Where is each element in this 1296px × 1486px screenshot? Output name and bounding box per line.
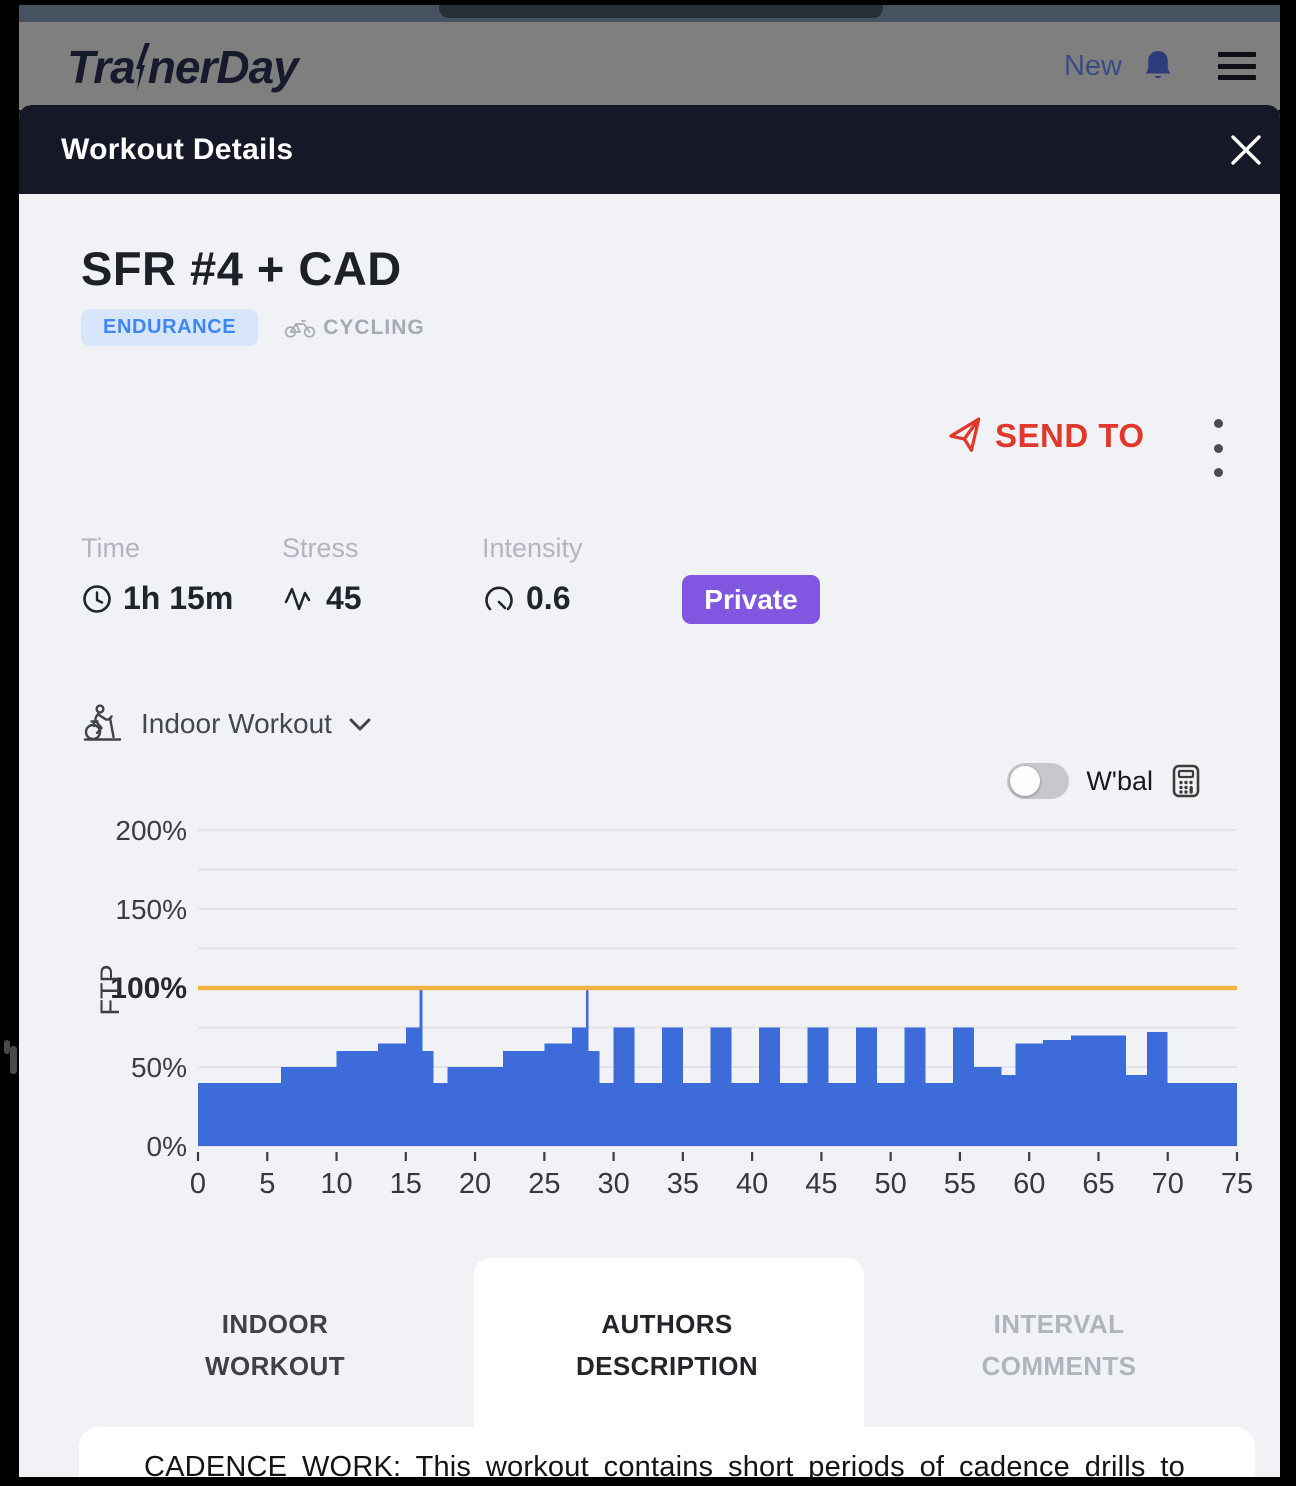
workout-title: SFR #4 + CAD — [81, 242, 402, 295]
stat-stress-label: Stress — [282, 533, 359, 563]
logo-text-suffix: nerDay — [147, 41, 299, 93]
svg-text:200%: 200% — [115, 815, 187, 846]
svg-text:55: 55 — [944, 1168, 976, 1200]
badge-row: ENDURANCE CYCLING — [81, 309, 425, 346]
stat-stress: Stress 45 — [282, 533, 362, 617]
logo-text-prefix: Tra — [67, 41, 136, 93]
svg-text:150%: 150% — [115, 894, 187, 925]
background-tab-shape — [439, 5, 883, 18]
tab-indoor-workout[interactable]: INDOOR WORKOUT — [205, 1309, 345, 1382]
modal-header: Workout Details — [19, 105, 1280, 194]
background-page-strip — [19, 5, 1280, 22]
bicycle-icon — [285, 319, 316, 338]
close-icon[interactable] — [1224, 129, 1268, 173]
send-icon — [949, 417, 981, 452]
calculator-icon[interactable] — [1170, 763, 1202, 799]
svg-text:5: 5 — [259, 1168, 275, 1200]
workout-profile-chart: 0 5 10 15 20 25 30 35 40 45 50 55 60 65 70 75 0% 50% 100% 1… — [95, 815, 1253, 1200]
workout-details-modal: Workout Details SFR #4 + CAD ENDURANCE C… — [19, 105, 1280, 1486]
svg-text:40: 40 — [736, 1168, 768, 1200]
svg-text:70: 70 — [1152, 1168, 1184, 1200]
header-nav-right: New — [1064, 22, 1256, 110]
stat-time-label: Time — [81, 533, 140, 563]
send-to-label: SEND TO — [995, 417, 1145, 454]
lightning-bolt-icon — [134, 41, 150, 93]
svg-text:100%: 100% — [110, 972, 187, 1005]
workout-mode-selector[interactable]: Indoor Workout — [81, 703, 372, 745]
svg-text:0: 0 — [190, 1168, 206, 1200]
stat-time: Time 1h 15m — [81, 533, 233, 617]
sport-label-group: CYCLING — [284, 316, 425, 340]
svg-text:FTP: FTP — [95, 965, 125, 1016]
spin-bike-icon — [83, 704, 122, 741]
menu-icon[interactable] — [1218, 52, 1256, 80]
trainerday-logo[interactable]: Tra nerDay — [67, 40, 299, 94]
svg-text:10: 10 — [320, 1168, 352, 1200]
stat-time-value: 1h 15m — [123, 580, 234, 616]
svg-text:50: 50 — [875, 1168, 907, 1200]
background-artifact — [10, 1046, 17, 1074]
modal-title: Workout Details — [61, 132, 294, 166]
site-header: Tra nerDay New — [19, 22, 1280, 110]
svg-text:60: 60 — [1013, 1168, 1045, 1200]
gauge-icon — [485, 586, 513, 610]
svg-text:35: 35 — [667, 1168, 699, 1200]
wbal-toggle[interactable] — [1007, 763, 1070, 799]
send-to-button[interactable]: SEND TO — [947, 417, 1145, 455]
screen-bottom-edge — [0, 1477, 1296, 1486]
svg-text:50%: 50% — [131, 1052, 187, 1083]
visibility-badge[interactable]: Private — [682, 575, 820, 624]
notification-bell-icon[interactable] — [1142, 49, 1174, 83]
workout-type-badge: ENDURANCE — [81, 309, 259, 346]
pulse-icon — [284, 587, 311, 610]
description-text: CADENCE WORK: This workout contains shor… — [144, 1451, 1185, 1483]
svg-text:15: 15 — [390, 1168, 422, 1200]
new-link[interactable]: New — [1063, 49, 1122, 82]
svg-text:20: 20 — [459, 1168, 491, 1200]
stat-stress-value: 45 — [326, 580, 362, 616]
clock-icon — [83, 584, 111, 613]
toggle-knob — [1010, 766, 1041, 796]
stat-intensity: Intensity 0.6 — [482, 533, 583, 617]
svg-text:45: 45 — [805, 1168, 837, 1200]
svg-text:65: 65 — [1082, 1168, 1114, 1200]
svg-text:0%: 0% — [147, 1131, 187, 1162]
workout-mode-label: Indoor Workout — [141, 708, 332, 739]
tab-interval-comments[interactable]: INTERVAL COMMENTS — [981, 1309, 1137, 1382]
sport-label: CYCLING — [323, 315, 425, 339]
svg-text:25: 25 — [528, 1168, 560, 1200]
stat-intensity-value: 0.6 — [526, 580, 571, 616]
stat-intensity-label: Intensity — [482, 533, 583, 563]
wbal-label: W'bal — [1086, 765, 1153, 796]
svg-text:30: 30 — [597, 1168, 629, 1200]
tab-authors-description[interactable]: AUTHORS DESCRIPTION — [575, 1309, 759, 1382]
background-artifact — [4, 1040, 10, 1054]
chevron-down-icon — [349, 718, 371, 730]
wbal-control-row: W'bal — [1007, 763, 1202, 799]
svg-text:75: 75 — [1221, 1168, 1253, 1200]
more-options-icon[interactable] — [1205, 415, 1231, 481]
